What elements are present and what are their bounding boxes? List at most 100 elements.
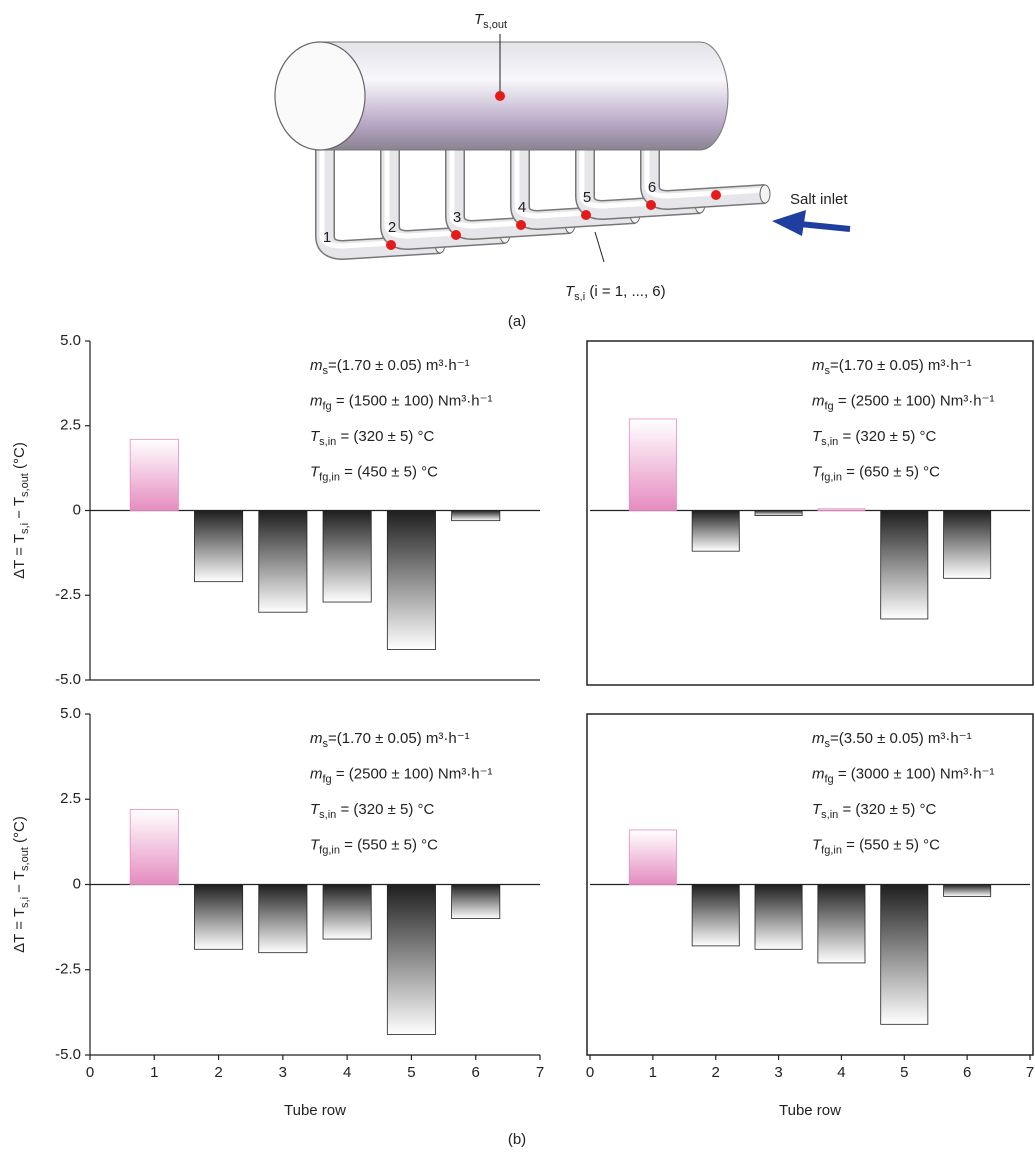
leader-line xyxy=(594,231,605,263)
subscript: s,in xyxy=(821,436,838,448)
panel-label: (a) xyxy=(508,313,526,330)
sensor-dot xyxy=(711,190,721,200)
text-part: m xyxy=(812,730,825,747)
subscript: fg xyxy=(323,773,332,785)
annotation: Tfg,in = (450 ± 5) °C xyxy=(310,463,438,483)
tube-highlight xyxy=(514,130,636,219)
subscript: s xyxy=(825,738,831,750)
text-part: (°C) xyxy=(11,442,28,473)
y-axis-label: ΔT = Ts,i − Ts,out (°C) xyxy=(11,442,31,579)
text-part: T xyxy=(310,428,321,445)
annotation: Ts,in = (320 ± 5) °C xyxy=(812,428,936,448)
subscript: fg,in xyxy=(319,471,340,483)
text-part: = (650 ± 5) °C xyxy=(842,463,940,480)
text-part: T xyxy=(474,11,485,28)
text-part: = (550 ± 5) °C xyxy=(340,836,438,853)
subscript: fg xyxy=(323,400,332,412)
text-part: ΔT = T xyxy=(11,908,28,953)
bar-chart: 5.02.50-2.5-5.0ΔT = Ts,i − Ts,out (°C)ms… xyxy=(11,332,540,688)
panel-label: (b) xyxy=(508,1131,526,1148)
y-tick-label: -5.0 xyxy=(55,1046,81,1063)
bar xyxy=(691,884,740,947)
bar xyxy=(258,884,308,954)
plot-frame xyxy=(586,340,1034,686)
y-axis-label: ΔT = Ts,i − Ts,out (°C) xyxy=(11,816,31,953)
text-part: − T xyxy=(11,497,28,523)
text-part: = (1500 ± 100) Nm³·h⁻¹ xyxy=(332,392,493,409)
x-tick-label: 2 xyxy=(712,1064,720,1081)
subscript: s,i xyxy=(574,291,585,303)
y-tick-label: -2.5 xyxy=(55,961,81,978)
text-part: = (320 ± 5) °C xyxy=(838,428,936,445)
tube-highlight xyxy=(384,130,506,239)
text-part: m xyxy=(812,392,825,409)
bar xyxy=(754,884,803,950)
bar xyxy=(386,884,436,1035)
bar xyxy=(451,510,501,522)
text-part: m xyxy=(812,765,825,782)
y-tick-label: 0 xyxy=(73,501,81,518)
subscript: fg,in xyxy=(821,844,842,856)
text-part: = (3000 ± 100) Nm³·h⁻¹ xyxy=(834,765,995,782)
text-part: m xyxy=(310,765,323,782)
annotation: Ts,in = (320 ± 5) °C xyxy=(812,801,936,821)
subscript: s xyxy=(323,738,329,750)
bar xyxy=(322,510,372,603)
bar xyxy=(322,884,372,940)
bar xyxy=(817,884,866,964)
text-part: T xyxy=(310,463,321,480)
subscript: fg,in xyxy=(821,471,842,483)
annotation: ms=(1.70 ± 0.05) m³·h⁻¹ xyxy=(812,357,972,377)
x-tick-label: 3 xyxy=(774,1064,782,1081)
subscript: s,out xyxy=(483,19,507,31)
tube-number: 5 xyxy=(583,189,591,206)
subscript: s,out xyxy=(19,473,31,497)
inlet-label: Salt inlet xyxy=(790,191,848,208)
text-part: m xyxy=(310,392,323,409)
text-part: T xyxy=(812,801,823,818)
bar xyxy=(451,884,501,919)
subscript: s,in xyxy=(319,436,336,448)
inlet-arrowhead xyxy=(772,210,806,236)
tube-number: 1 xyxy=(323,229,331,246)
y-tick-label: -5.0 xyxy=(55,671,81,688)
text-part: =(1.70 ± 0.05) m³·h⁻¹ xyxy=(328,730,470,747)
subscript: s xyxy=(825,365,831,377)
annotation: mfg = (1500 ± 100) Nm³·h⁻¹ xyxy=(310,392,492,412)
text-part: m xyxy=(310,730,323,747)
text-part: T xyxy=(812,836,823,853)
tube-number: 2 xyxy=(388,219,396,236)
tube-label: Ts,i (i = 1, ..., 6) xyxy=(565,283,666,303)
annotation: Ts,in = (320 ± 5) °C xyxy=(310,801,434,821)
y-tick-label: 5.0 xyxy=(60,332,81,349)
bar xyxy=(129,438,179,511)
subscript: s,in xyxy=(821,809,838,821)
bar xyxy=(258,510,308,613)
text-part: − T xyxy=(11,871,28,897)
text-part: m xyxy=(812,357,825,374)
x-tick-label: 4 xyxy=(837,1064,845,1081)
text-part: = (320 ± 5) °C xyxy=(336,801,434,818)
subscript: fg,in xyxy=(319,844,340,856)
text-part: ΔT = T xyxy=(11,534,28,579)
tube-number: 3 xyxy=(453,209,461,226)
x-tick-label: 5 xyxy=(407,1064,415,1081)
x-axis-label: Tube row xyxy=(284,1102,346,1119)
annotation: mfg = (3000 ± 100) Nm³·h⁻¹ xyxy=(812,765,994,785)
annotation: ms=(3.50 ± 0.05) m³·h⁻¹ xyxy=(812,730,972,750)
text-part: = (450 ± 5) °C xyxy=(340,463,438,480)
bar xyxy=(194,884,244,950)
bar xyxy=(691,510,740,552)
text-part: m xyxy=(310,357,323,374)
x-tick-label: 6 xyxy=(472,1064,480,1081)
text-part: =(3.50 ± 0.05) m³·h⁻¹ xyxy=(830,730,972,747)
annotation: mfg = (2500 ± 100) Nm³·h⁻¹ xyxy=(812,392,994,412)
bar xyxy=(628,829,677,885)
subscript: s,i xyxy=(19,897,31,908)
plot-frame xyxy=(586,713,1034,1056)
text-part: =(1.70 ± 0.05) m³·h⁻¹ xyxy=(830,357,972,374)
y-tick-label: 2.5 xyxy=(60,790,81,807)
